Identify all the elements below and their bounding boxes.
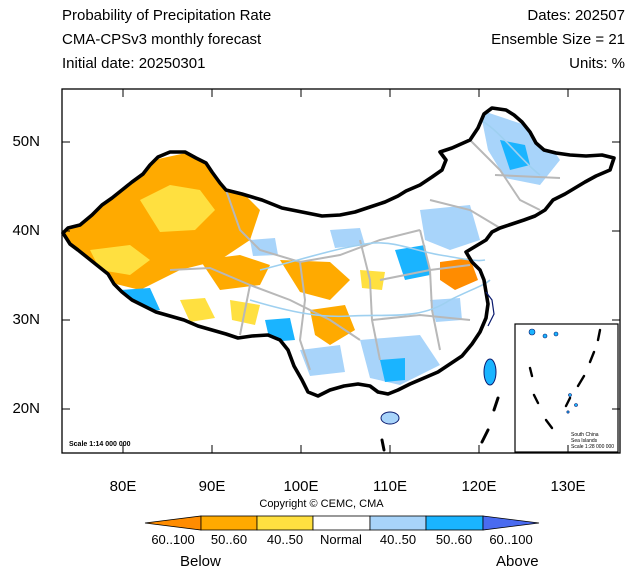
ensemble-size: Ensemble Size = 21 bbox=[491, 31, 625, 48]
forecast-dates: Dates: 202507 bbox=[527, 7, 625, 24]
lon-label-80e: 80E bbox=[109, 478, 137, 495]
colorbar-swatch-above-40-50 bbox=[369, 515, 427, 531]
category-above: Above bbox=[496, 553, 539, 570]
rivers bbox=[249, 119, 541, 318]
colorbar-label-below-40-50: 40..50 bbox=[266, 532, 304, 547]
lon-label-90e: 90E bbox=[198, 478, 226, 495]
colorbar-swatch-below-60-100 bbox=[144, 515, 202, 531]
colorbar-swatch-normal bbox=[312, 515, 371, 531]
inset-scale: Scale 1:28 000 000 bbox=[571, 444, 615, 450]
colorbar-label-below-50-60: 50..60 bbox=[210, 532, 248, 547]
colorbar-swatch-above-50-60 bbox=[425, 515, 484, 531]
lat-label-20n: 20N bbox=[12, 400, 40, 417]
model-name: CMA-CPSv3 monthly forecast bbox=[62, 31, 262, 48]
lat-label-50n: 50N bbox=[12, 133, 40, 150]
inset-title-line1: South China bbox=[571, 432, 599, 438]
south-china-sea-inset bbox=[514, 323, 619, 453]
coastline bbox=[485, 291, 495, 327]
colorbar-swatch-above-60-100 bbox=[482, 515, 540, 531]
colorbar-swatch-below-50-60 bbox=[200, 515, 258, 531]
colorbar-label-normal: Normal bbox=[320, 532, 362, 547]
axis-ticks bbox=[62, 89, 620, 453]
inset-nine-dash-line bbox=[528, 328, 602, 430]
province-boundaries bbox=[169, 139, 561, 371]
initial-date: Initial date: 20250301 bbox=[62, 55, 206, 72]
hainan-island bbox=[380, 411, 400, 425]
colorbar-swatch-below-40-50 bbox=[256, 515, 314, 531]
lon-label-130e: 130E bbox=[550, 478, 586, 495]
copyright: Copyright © CEMC, CMA bbox=[259, 498, 384, 510]
colorbar bbox=[144, 515, 540, 531]
inset-islands bbox=[528, 328, 578, 414]
lon-label-110e: 110E bbox=[373, 478, 407, 495]
chart-title: Probability of Precipitation Rate bbox=[62, 7, 272, 24]
lat-label-40n: 40N bbox=[12, 222, 40, 239]
colorbar-label-below-60-100: 60..100 bbox=[151, 532, 195, 547]
lon-label-120e: 120E bbox=[461, 478, 497, 495]
nine-dash-line bbox=[380, 396, 500, 452]
colorbar-label-above-50-60: 50..60 bbox=[435, 532, 473, 547]
scale-note: Scale 1:14 000 000 bbox=[69, 441, 131, 448]
units-label: Units: % bbox=[569, 55, 625, 72]
lon-label-100e: 100E bbox=[283, 478, 319, 495]
inset-title-line2: Sea Islands bbox=[571, 438, 598, 444]
china-outline bbox=[61, 106, 616, 398]
lat-label-30n: 30N bbox=[12, 311, 40, 328]
category-below: Below bbox=[180, 553, 221, 570]
colorbar-label-above-60-100: 60..100 bbox=[489, 532, 533, 547]
taiwan-island bbox=[483, 358, 497, 386]
colorbar-label-above-40-50: 40..50 bbox=[379, 532, 417, 547]
